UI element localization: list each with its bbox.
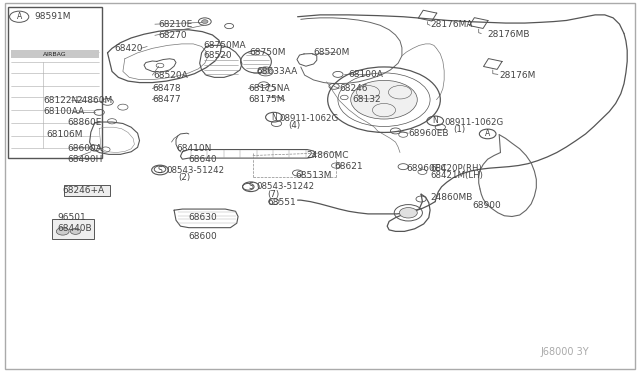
Text: A: A <box>485 129 490 138</box>
Text: 68600: 68600 <box>189 232 218 241</box>
Text: 68270: 68270 <box>159 31 188 40</box>
Circle shape <box>70 228 81 234</box>
Text: 28176MA: 28176MA <box>430 20 472 29</box>
Text: 68633AA: 68633AA <box>256 67 297 76</box>
Bar <box>8 7 102 158</box>
Text: (1): (1) <box>453 125 465 134</box>
Text: 68600A: 68600A <box>67 144 102 153</box>
Text: 68900: 68900 <box>472 201 501 210</box>
Circle shape <box>261 69 270 74</box>
Text: S: S <box>248 182 253 191</box>
Text: (2): (2) <box>178 173 190 182</box>
Text: 68421M(LH): 68421M(LH) <box>430 171 483 180</box>
Text: 68100A: 68100A <box>349 70 383 79</box>
Text: N: N <box>271 113 276 122</box>
Text: 68122N: 68122N <box>44 96 79 105</box>
Bar <box>64 185 110 196</box>
Text: 68420P(RH): 68420P(RH) <box>430 164 482 173</box>
Text: 68520M: 68520M <box>314 48 350 57</box>
Text: 24860MC: 24860MC <box>306 151 348 160</box>
Text: 68132: 68132 <box>352 95 381 104</box>
Text: 68175NA: 68175NA <box>248 84 290 93</box>
Text: 68420: 68420 <box>114 44 143 53</box>
Circle shape <box>56 228 69 235</box>
Text: 08543-51242: 08543-51242 <box>166 166 225 174</box>
Text: 68860E: 68860E <box>67 118 102 126</box>
Text: 68520: 68520 <box>204 51 232 60</box>
Text: 68640: 68640 <box>189 155 218 164</box>
Text: J68000 3Y: J68000 3Y <box>541 347 589 356</box>
Text: 68246: 68246 <box>339 84 368 93</box>
Text: 68210E: 68210E <box>159 20 193 29</box>
Text: (4): (4) <box>288 121 300 130</box>
Circle shape <box>202 20 208 23</box>
Text: 68551: 68551 <box>268 198 296 207</box>
Text: 68490H: 68490H <box>67 155 102 164</box>
Text: 96501: 96501 <box>58 213 86 222</box>
Text: 68750M: 68750M <box>250 48 286 57</box>
Text: 68621: 68621 <box>334 162 363 171</box>
Text: 28176M: 28176M <box>499 71 536 80</box>
Bar <box>52 219 94 239</box>
Text: 68630: 68630 <box>189 213 218 222</box>
Text: 68520A: 68520A <box>154 71 188 80</box>
Text: AIRBAG: AIRBAG <box>44 52 67 57</box>
Text: 68175M: 68175M <box>248 95 285 104</box>
Text: 68750MA: 68750MA <box>204 41 246 50</box>
Text: (7): (7) <box>268 190 280 199</box>
Text: 68440B: 68440B <box>58 224 92 233</box>
Text: 08911-1062G: 08911-1062G <box>280 114 339 123</box>
Text: 24860M: 24860M <box>77 96 113 105</box>
Text: 68106M: 68106M <box>46 130 83 139</box>
Text: 68513M: 68513M <box>296 171 332 180</box>
Circle shape <box>351 80 417 119</box>
Text: 68960EB: 68960EB <box>408 129 449 138</box>
Text: 28176MB: 28176MB <box>488 30 530 39</box>
Text: 68477: 68477 <box>152 95 181 104</box>
Text: 24860MB: 24860MB <box>430 193 472 202</box>
Text: 68478: 68478 <box>152 84 181 93</box>
Text: 68246+A: 68246+A <box>63 186 105 195</box>
Text: N: N <box>433 116 438 125</box>
Text: 68410N: 68410N <box>176 144 211 153</box>
Text: 08543-51242: 08543-51242 <box>256 182 314 191</box>
Text: 98591M: 98591M <box>35 12 71 21</box>
Text: A: A <box>17 12 22 21</box>
Text: S: S <box>157 166 163 174</box>
Circle shape <box>399 208 417 218</box>
Text: 68960EC: 68960EC <box>406 164 447 173</box>
Text: 68100AA: 68100AA <box>44 107 84 116</box>
Bar <box>11 50 99 58</box>
Text: 08911-1062G: 08911-1062G <box>445 118 504 126</box>
